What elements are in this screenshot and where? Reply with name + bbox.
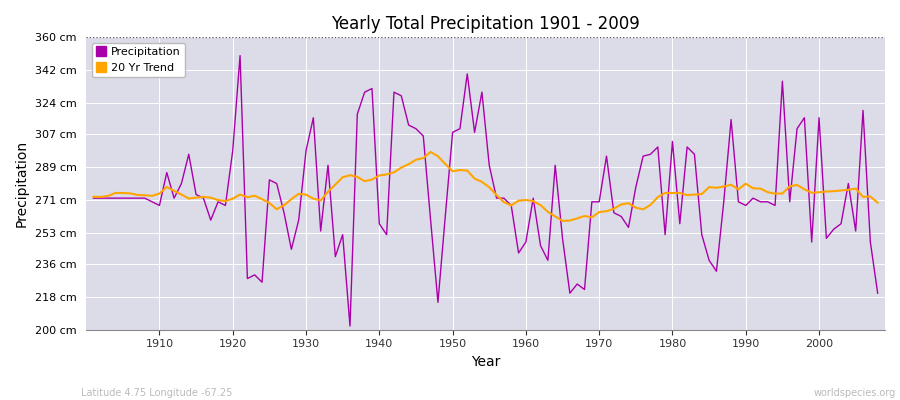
- X-axis label: Year: Year: [471, 355, 500, 369]
- Title: Yearly Total Precipitation 1901 - 2009: Yearly Total Precipitation 1901 - 2009: [331, 15, 640, 33]
- Y-axis label: Precipitation: Precipitation: [15, 140, 29, 227]
- Text: Latitude 4.75 Longitude -67.25: Latitude 4.75 Longitude -67.25: [81, 388, 232, 398]
- Legend: Precipitation, 20 Yr Trend: Precipitation, 20 Yr Trend: [92, 43, 184, 77]
- Text: worldspecies.org: worldspecies.org: [814, 388, 896, 398]
